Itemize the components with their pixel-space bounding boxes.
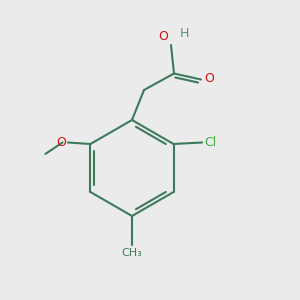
Text: CH₃: CH₃ [122,248,142,257]
Text: O: O [205,72,214,86]
Text: O: O [158,30,168,43]
Text: Cl: Cl [205,136,217,149]
Text: O: O [56,136,66,149]
Text: H: H [180,27,189,40]
